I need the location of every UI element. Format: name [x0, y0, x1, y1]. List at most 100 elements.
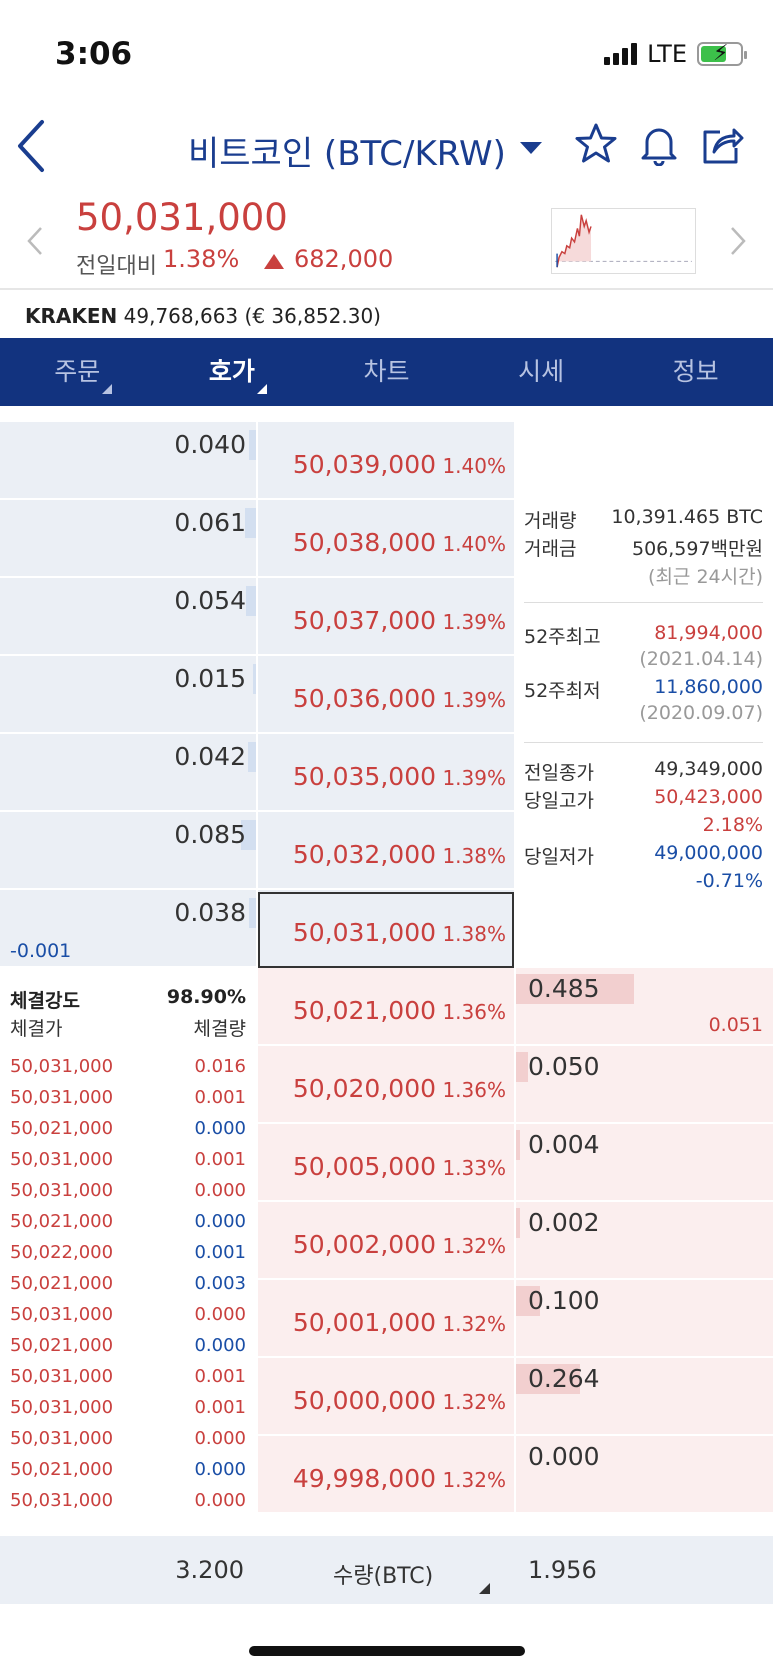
volume-value: 10,391.465 BTC: [611, 506, 763, 528]
network-label: LTE: [647, 40, 687, 68]
day-low-value: 49,000,000: [654, 842, 763, 864]
ask-qty: 0.085: [174, 820, 246, 849]
home-indicator[interactable]: [249, 1646, 525, 1656]
ask-price: 50,036,000: [292, 684, 436, 713]
bid-row[interactable]: 50,005,000 1.33% 0.004: [0, 1124, 773, 1202]
ask-change: -0.001: [10, 940, 72, 962]
ask-row[interactable]: 0.054 50,037,000 1.39%: [0, 578, 773, 656]
bid-price-cell[interactable]: 50,021,000 1.36%: [258, 968, 514, 1044]
star-icon[interactable]: [574, 122, 618, 166]
ask-row[interactable]: 0.038 50,031,000 1.38%: [0, 890, 773, 968]
signal-icon: [604, 43, 638, 65]
order-book-footer: 3.200 수량(BTC) 1.956: [0, 1536, 773, 1604]
page-title[interactable]: 비트코인 (BTC/KRW): [188, 134, 506, 174]
trade-qty: 0.000: [194, 1180, 246, 1201]
ask-price-cell[interactable]: 50,031,000 1.38%: [258, 890, 514, 966]
sparkline-chart[interactable]: [551, 208, 696, 274]
strength-value: 98.90%: [166, 986, 246, 1008]
ask-price-cell[interactable]: 50,037,000 1.39%: [258, 578, 514, 654]
ask-price-cell[interactable]: 50,039,000 1.40%: [258, 422, 514, 498]
prev-coin-icon[interactable]: [26, 226, 44, 256]
ask-qty-cell: 0.015: [0, 656, 256, 732]
bid-row[interactable]: 49,998,000 1.32% 0.000: [0, 1436, 773, 1514]
tab-chart[interactable]: 차트: [309, 338, 464, 406]
trade-row: 50,021,000 0.000: [0, 1459, 256, 1490]
prev-close-label: 전일종가: [524, 762, 594, 784]
trade-qty: 0.003: [194, 1273, 246, 1294]
bid-qty-bar: [516, 1130, 520, 1160]
ask-qty: 0.040: [174, 430, 246, 459]
bid-price-cell[interactable]: 49,998,000 1.32%: [258, 1436, 514, 1512]
bid-percent: 1.33%: [442, 1156, 506, 1180]
trade-row: 50,031,000 0.000: [0, 1180, 256, 1211]
bid-total: 1.956: [528, 1556, 597, 1584]
order-book[interactable]: 0.040 50,039,000 1.40% 0.061 50,038,000 1.40%…: [0, 406, 773, 1536]
ask-row[interactable]: 0.085 50,032,000 1.38%: [0, 812, 773, 890]
bid-qty-cell: 0.485 0.051: [516, 968, 773, 1044]
title-dropdown-icon[interactable]: [520, 142, 542, 154]
ask-qty-bar: [240, 820, 256, 850]
bid-row[interactable]: 50,020,000 1.36% 0.050: [0, 1046, 773, 1124]
share-icon[interactable]: [700, 122, 744, 166]
ask-price: 50,039,000: [292, 450, 436, 479]
tab-orderbook[interactable]: 호가: [155, 338, 310, 406]
status-time: 3:06: [55, 36, 133, 72]
bid-price-cell[interactable]: 50,000,000 1.32%: [258, 1358, 514, 1434]
trade-qty: 0.000: [194, 1211, 246, 1232]
ask-price-cell[interactable]: 50,035,000 1.39%: [258, 734, 514, 810]
kraken-price: KRAKEN 49,768,663 (€ 36,852.30): [25, 304, 381, 328]
back-arrow-icon[interactable]: [14, 116, 50, 176]
bid-qty-cell: 0.100: [516, 1280, 773, 1356]
bid-row[interactable]: 50,000,000 1.32% 0.264: [0, 1358, 773, 1436]
next-coin-icon[interactable]: [729, 226, 747, 256]
bid-price-cell[interactable]: 50,002,000 1.32%: [258, 1202, 514, 1278]
ask-row[interactable]: 0.042 50,035,000 1.39%: [0, 734, 773, 812]
prev-close-value: 49,349,000: [654, 758, 763, 780]
trade-qty: 0.000: [194, 1459, 246, 1480]
bid-qty: 0.004: [528, 1130, 600, 1159]
day-high-value: 50,423,000: [654, 786, 763, 808]
day-high-label: 당일고가: [524, 790, 594, 812]
diff-percent: 1.38%: [163, 245, 240, 273]
trade-row: 50,031,000 0.000: [0, 1428, 256, 1459]
trade-qty: 0.016: [194, 1056, 246, 1077]
ask-row[interactable]: 0.015 50,036,000 1.39%: [0, 656, 773, 734]
unit-selector[interactable]: 수량(BTC): [258, 1536, 514, 1604]
battery-icon: ⚡: [697, 41, 747, 66]
tab-info-label: 정보: [672, 357, 719, 386]
trade-qty: 0.001: [194, 1397, 246, 1418]
divider: [524, 602, 763, 603]
ask-qty: 0.015: [174, 664, 246, 693]
ask-price-cell[interactable]: 50,032,000 1.38%: [258, 812, 514, 888]
ask-price-cell[interactable]: 50,036,000 1.39%: [258, 656, 514, 732]
tab-info[interactable]: 정보: [618, 338, 773, 406]
bid-percent: 1.32%: [442, 1312, 506, 1336]
bid-price: 49,998,000: [292, 1464, 436, 1493]
trade-price: 50,021,000: [10, 1273, 114, 1294]
ask-row[interactable]: 0.061 50,038,000 1.40%: [0, 500, 773, 578]
period-note: (최근 24시간): [648, 566, 763, 588]
tab-quotes[interactable]: 시세: [464, 338, 619, 406]
trade-row: 50,022,000 0.001: [0, 1242, 256, 1273]
bid-change: 0.051: [708, 1014, 763, 1036]
trade-price: 50,022,000: [10, 1242, 114, 1263]
ask-qty-bar: [245, 508, 256, 538]
bid-price-cell[interactable]: 50,001,000 1.32%: [258, 1280, 514, 1356]
app-header: 비트코인 (BTC/KRW): [0, 110, 773, 190]
trade-price: 50,031,000: [10, 1366, 114, 1387]
trade-row: 50,021,000 0.000: [0, 1118, 256, 1149]
bell-icon[interactable]: [637, 122, 681, 166]
ask-row[interactable]: 0.040 50,039,000 1.40%: [0, 422, 773, 500]
bid-price-cell[interactable]: 50,005,000 1.33%: [258, 1124, 514, 1200]
price-summary: 50,031,000 전일대비 1.38% 682,000: [0, 190, 773, 290]
bid-qty-bar: [516, 974, 634, 1004]
bid-price-cell[interactable]: 50,020,000 1.36%: [258, 1046, 514, 1122]
bid-percent: 1.32%: [442, 1468, 506, 1492]
bid-row[interactable]: 50,021,000 1.36% 0.485 0.051: [0, 968, 773, 1046]
tab-order[interactable]: 주문: [0, 338, 155, 406]
ask-price-cell[interactable]: 50,038,000 1.40%: [258, 500, 514, 576]
ask-percent: 1.39%: [442, 688, 506, 712]
diff-amount: 682,000: [294, 245, 394, 273]
bid-row[interactable]: 50,002,000 1.32% 0.002: [0, 1202, 773, 1280]
bid-row[interactable]: 50,001,000 1.32% 0.100: [0, 1280, 773, 1358]
